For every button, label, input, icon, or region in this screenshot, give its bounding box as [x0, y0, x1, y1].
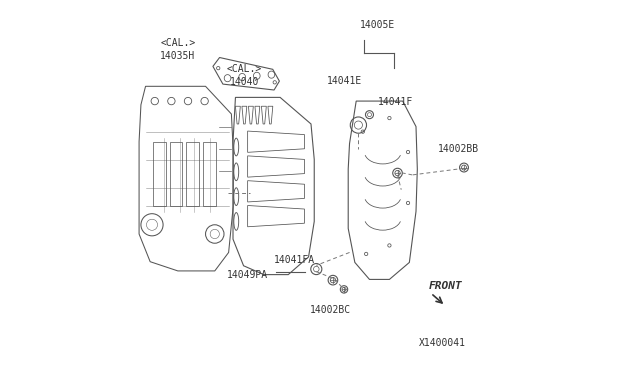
Bar — [203, 142, 216, 206]
Text: 14002BB: 14002BB — [438, 144, 479, 154]
Text: 14041F: 14041F — [378, 97, 413, 107]
Text: 14049PA: 14049PA — [227, 270, 268, 280]
Bar — [170, 142, 182, 206]
Text: FRONT: FRONT — [429, 281, 463, 291]
Text: 14005E: 14005E — [360, 20, 395, 31]
Text: 14002BC: 14002BC — [310, 305, 351, 315]
Bar — [153, 142, 166, 206]
Bar — [186, 142, 199, 206]
Text: <CAL.>
14040: <CAL.> 14040 — [227, 64, 262, 87]
Text: 14041FA: 14041FA — [274, 256, 316, 265]
Text: X1400041: X1400041 — [419, 338, 466, 348]
Text: 14041E: 14041E — [326, 76, 362, 86]
Text: <CAL.>
14035H: <CAL.> 14035H — [160, 38, 195, 61]
